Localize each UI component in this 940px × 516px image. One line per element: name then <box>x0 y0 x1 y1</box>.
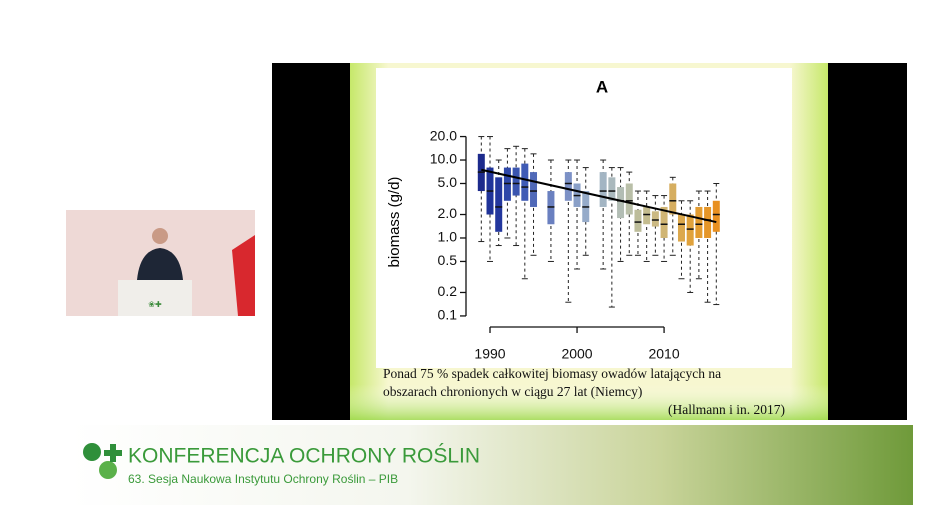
speaker-video: ❀✚ <box>66 210 255 316</box>
box <box>686 214 694 246</box>
y-tick-label: 20.0 <box>430 127 457 143</box>
y-tick-label: 2.0 <box>438 205 458 221</box>
box <box>704 206 712 238</box>
footer-title: KONFERENCJA OCHRONY ROŚLIN <box>128 444 480 468</box>
x-tick-label: 1990 <box>474 346 505 362</box>
box <box>521 163 529 201</box>
box <box>643 206 651 225</box>
box <box>564 172 572 201</box>
box <box>625 183 633 215</box>
box <box>669 183 677 215</box>
caption-line: obszarach chronionych w ciągu 27 lat (Ni… <box>383 384 642 399</box>
box <box>695 206 703 238</box>
chart-title: A <box>596 77 608 96</box>
box <box>617 187 625 219</box>
box <box>530 172 538 207</box>
y-tick-label: 1.0 <box>438 229 458 245</box>
y-tick-label: 0.5 <box>438 252 458 268</box>
box <box>512 167 520 196</box>
logo <box>83 443 122 479</box>
box <box>599 172 607 207</box>
box <box>712 200 720 232</box>
plot: 20.0 10.0 5.0 2.0 1.0 0.5 0.2 0.1 1990 2000 2010 <box>430 127 720 362</box>
y-tick-label: 0.2 <box>438 283 458 299</box>
footer-subtitle: 63. Sesja Naukowa Instytutu Ochrony Rośl… <box>128 472 398 486</box>
caption-line: Ponad 75 % spadek całkowitej biomasy owa… <box>383 366 721 381</box>
y-tick-label: 10.0 <box>430 151 457 167</box>
box <box>608 177 616 201</box>
svg-text:❀✚: ❀✚ <box>148 300 162 309</box>
box <box>634 209 642 232</box>
box <box>495 177 503 232</box>
y-tick-label: 5.0 <box>438 174 458 190</box>
trend-line <box>481 168 717 224</box>
footer-banner <box>70 425 913 505</box>
box <box>660 206 668 238</box>
y-axis-label: biomass (g/d) <box>386 177 403 268</box>
citation: (Hallmann i in. 2017) <box>668 402 785 417</box>
x-tick-label: 2000 <box>561 346 592 362</box>
y-tick-label: 0.1 <box>438 307 458 323</box>
x-tick-label: 2010 <box>648 346 679 362</box>
box <box>677 214 685 242</box>
box <box>651 211 659 227</box>
